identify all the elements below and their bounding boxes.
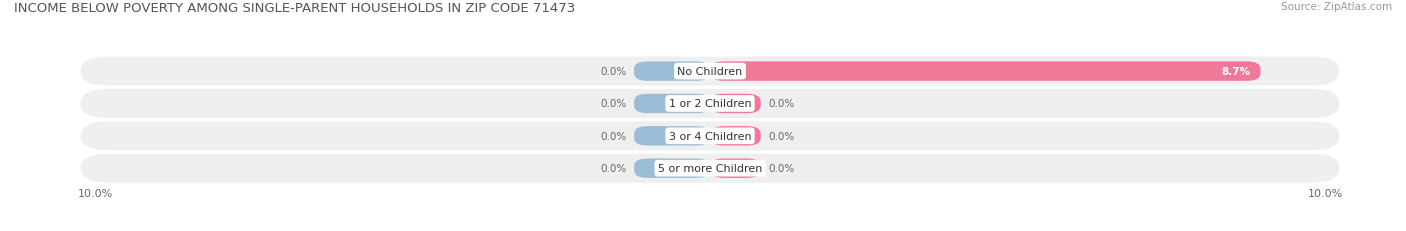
- FancyBboxPatch shape: [710, 94, 761, 114]
- Text: 3 or 4 Children: 3 or 4 Children: [669, 131, 751, 141]
- FancyBboxPatch shape: [710, 62, 1261, 82]
- FancyBboxPatch shape: [634, 62, 710, 82]
- FancyBboxPatch shape: [710, 159, 761, 178]
- Text: 0.0%: 0.0%: [600, 131, 627, 141]
- Text: 0.0%: 0.0%: [600, 99, 627, 109]
- Text: 0.0%: 0.0%: [600, 67, 627, 77]
- FancyBboxPatch shape: [634, 159, 710, 178]
- Text: 10.0%: 10.0%: [1308, 188, 1343, 198]
- FancyBboxPatch shape: [80, 89, 1340, 119]
- Text: 10.0%: 10.0%: [77, 188, 112, 198]
- Text: 5 or more Children: 5 or more Children: [658, 164, 762, 173]
- Text: 0.0%: 0.0%: [768, 131, 794, 141]
- Text: No Children: No Children: [678, 67, 742, 77]
- FancyBboxPatch shape: [80, 154, 1340, 183]
- FancyBboxPatch shape: [634, 94, 710, 114]
- FancyBboxPatch shape: [634, 127, 710, 146]
- Text: 8.7%: 8.7%: [1222, 67, 1251, 77]
- FancyBboxPatch shape: [80, 57, 1340, 86]
- Text: INCOME BELOW POVERTY AMONG SINGLE-PARENT HOUSEHOLDS IN ZIP CODE 71473: INCOME BELOW POVERTY AMONG SINGLE-PARENT…: [14, 2, 575, 15]
- Text: 1 or 2 Children: 1 or 2 Children: [669, 99, 751, 109]
- Text: 0.0%: 0.0%: [768, 164, 794, 173]
- FancyBboxPatch shape: [710, 127, 761, 146]
- Text: 0.0%: 0.0%: [600, 164, 627, 173]
- Text: Source: ZipAtlas.com: Source: ZipAtlas.com: [1281, 2, 1392, 12]
- FancyBboxPatch shape: [80, 122, 1340, 151]
- Text: 0.0%: 0.0%: [768, 99, 794, 109]
